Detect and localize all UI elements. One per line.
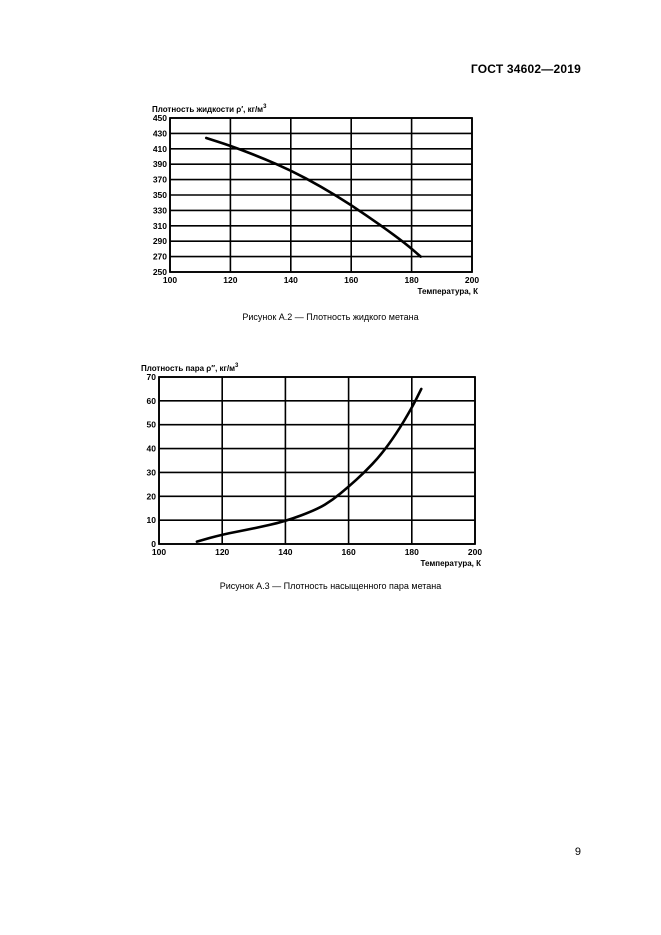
series-line	[204, 136, 422, 258]
x-axis-label: Температура, К	[421, 559, 482, 568]
y-tick-label: 450	[153, 113, 167, 123]
plot-frame	[169, 117, 473, 273]
x-tick-label: 120	[223, 275, 237, 285]
y-axis-label-unit-exponent: 3	[235, 363, 239, 369]
plot-frame	[158, 376, 476, 545]
y-tick-label: 40	[147, 444, 157, 454]
y-axis-label: Плотность жидкости ρ′, кг/м3	[152, 104, 267, 114]
y-tick-label: 250	[153, 267, 167, 277]
x-tick-label: 100	[152, 547, 166, 557]
y-tick-label: 350	[153, 190, 167, 200]
y-tick-label: 330	[153, 205, 167, 215]
y-tick-label: 370	[153, 175, 167, 185]
figure-caption-a2: Рисунок А.2 — Плотность жидкого метана	[242, 312, 419, 322]
figure-caption-a3: Рисунок А.3 — Плотность насыщенного пара…	[219, 581, 442, 591]
x-tick-label: 140	[284, 275, 298, 285]
y-tick-label: 10	[147, 515, 157, 525]
x-tick-label: 200	[465, 275, 479, 285]
y-axis-label-unit-exponent: 3	[263, 104, 267, 110]
x-tick-label: 160	[342, 547, 356, 557]
x-tick-label: 140	[278, 547, 292, 557]
x-axis-label: Температура, К	[418, 287, 479, 296]
x-tick-label: 180	[405, 275, 419, 285]
y-tick-label: 310	[153, 221, 167, 231]
y-tick-label: 430	[153, 128, 167, 138]
y-tick-label: 390	[153, 159, 167, 169]
x-tick-label: 120	[215, 547, 229, 557]
y-tick-label: 20	[147, 491, 157, 501]
x-tick-label: 180	[405, 547, 419, 557]
y-tick-label: 290	[153, 236, 167, 246]
x-tick-label: 100	[163, 275, 177, 285]
y-tick-label: 60	[147, 396, 157, 406]
y-axis-label: Плотность пара ρ″, кг/м3	[141, 363, 239, 373]
chart-liquid-density: 100 120 140 160 180 200 450 430 410 390 370 350 330 3…	[152, 104, 479, 296]
y-tick-label: 50	[147, 420, 157, 430]
x-tick-label: 200	[468, 547, 482, 557]
page-number: 9	[574, 846, 581, 858]
document-id: ГОСТ 34602—2019	[470, 62, 581, 76]
y-tick-label: 410	[153, 144, 167, 154]
chart-vapor-density: 100 120 140 160 180 200706050403020100Плотнос…	[141, 363, 482, 568]
series-line	[195, 387, 423, 543]
y-tick-label: 70	[147, 372, 157, 382]
y-tick-label: 0	[151, 539, 156, 549]
y-tick-label: 270	[153, 252, 167, 262]
x-tick-label: 160	[344, 275, 358, 285]
y-tick-label: 30	[147, 467, 157, 477]
